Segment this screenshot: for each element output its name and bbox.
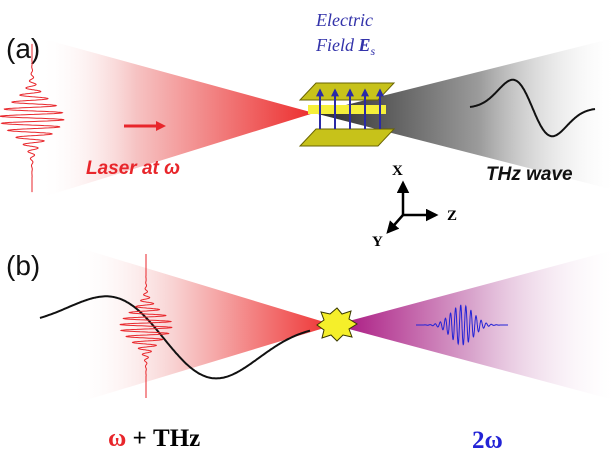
emitter-crystal bbox=[308, 105, 386, 114]
field-subscript: s bbox=[371, 44, 376, 58]
second-harmonic-beam bbox=[334, 250, 614, 400]
laser-label: Laser at ω bbox=[86, 158, 180, 179]
bottom-electrode-plate bbox=[298, 128, 396, 147]
field-label-prefix: Field bbox=[315, 35, 359, 55]
thz-waveform bbox=[469, 78, 596, 138]
field-label-line1: Electric bbox=[315, 10, 373, 30]
panel-b-label: (b) bbox=[6, 250, 40, 281]
field-symbol: E bbox=[358, 35, 371, 55]
panel-b: (b) ω + THz 2ω bbox=[6, 245, 614, 454]
x-axis-label: X bbox=[392, 163, 403, 179]
propagation-arrow-icon bbox=[156, 121, 166, 131]
panel-a: (a) Electric Field Es Laser at ω THz wav… bbox=[0, 10, 614, 198]
output-label-b: 2ω bbox=[472, 427, 503, 454]
input-plus-thz: + THz bbox=[126, 425, 200, 452]
input-beam-b bbox=[70, 245, 334, 405]
input-label-b: ω + THz bbox=[108, 425, 200, 452]
interaction-spark-icon bbox=[316, 307, 358, 342]
field-label-line2: Field Es bbox=[315, 35, 376, 58]
field-arrows bbox=[316, 88, 384, 129]
thz-field-waveform bbox=[39, 295, 311, 380]
thz-wave-label: THz wave bbox=[486, 164, 573, 185]
laser-pulse-waveform bbox=[0, 43, 65, 193]
input-omega: ω bbox=[108, 425, 126, 452]
y-axis-label: Y bbox=[372, 234, 383, 250]
z-axis-label: Z bbox=[447, 208, 457, 224]
y-axis-arrow bbox=[386, 214, 404, 234]
input-laser-beam bbox=[40, 38, 314, 198]
laser-pulse-waveform-b bbox=[119, 254, 173, 398]
panel-a-label: (a) bbox=[6, 33, 40, 64]
coordinate-axes: X Z Y bbox=[372, 163, 457, 250]
output-thz-beam bbox=[314, 38, 614, 190]
second-harmonic-pulse-waveform bbox=[416, 304, 508, 346]
